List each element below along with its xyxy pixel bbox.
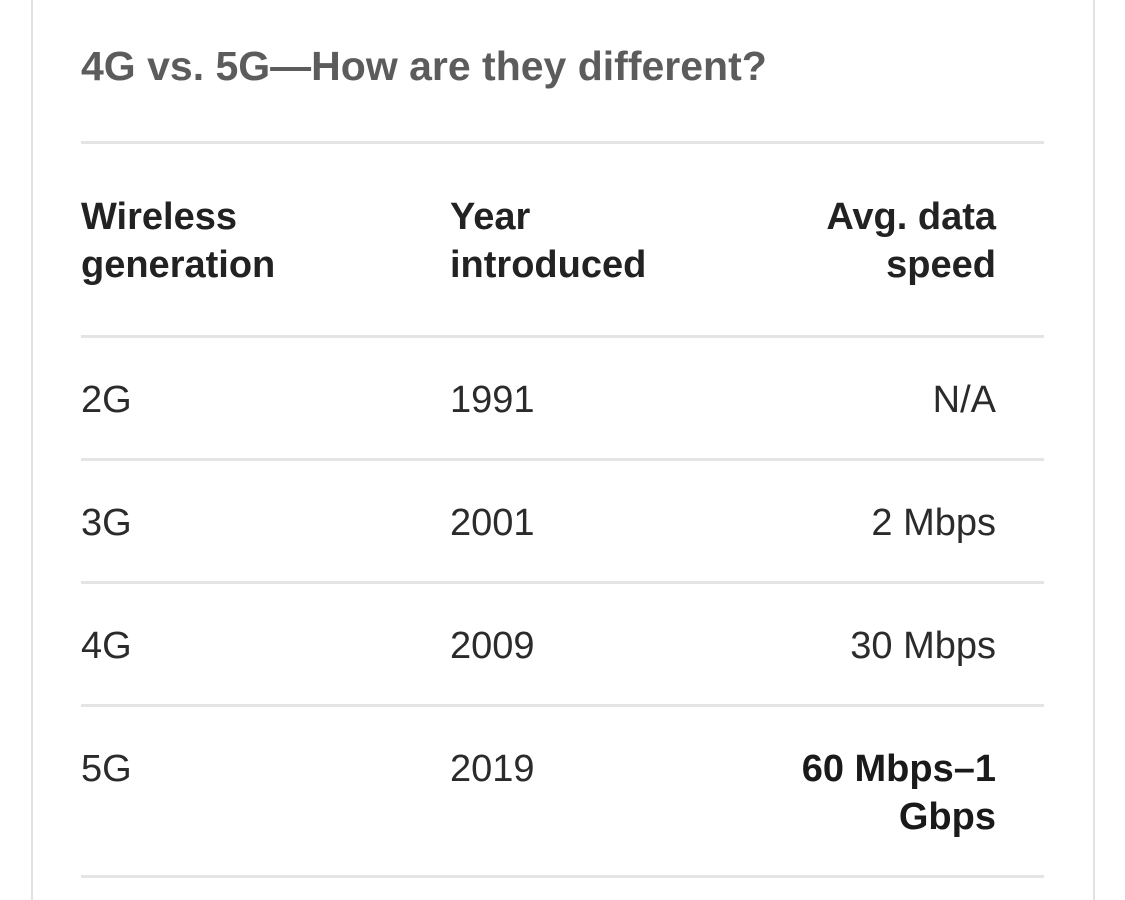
row-divider xyxy=(81,704,1044,707)
row-3g-speed: 2 Mbps xyxy=(871,502,996,544)
row-4g-speed: 30 Mbps xyxy=(850,625,996,667)
content-frame xyxy=(31,0,1095,900)
header-line: generation xyxy=(81,244,276,286)
row-5g-generation: 5G xyxy=(81,748,132,790)
row-3g-generation: 3G xyxy=(81,502,132,544)
row-2g-speed: N/A xyxy=(932,379,996,421)
header-line: speed xyxy=(886,244,996,286)
row-divider xyxy=(81,581,1044,584)
header-divider xyxy=(81,335,1044,338)
speed-line: 60 Mbps–1 xyxy=(801,748,996,790)
row-4g-generation: 4G xyxy=(81,625,132,667)
row-divider xyxy=(81,458,1044,461)
speed-line: Gbps xyxy=(898,796,996,838)
header-year-introduced: Year introduced xyxy=(450,193,646,289)
header-line: Avg. data xyxy=(826,196,996,238)
row-2g-year: 1991 xyxy=(450,379,535,421)
header-avg-data-speed: Avg. data speed xyxy=(826,193,996,289)
row-5g-year: 2019 xyxy=(450,748,535,790)
title-divider xyxy=(81,141,1044,144)
row-2g-generation: 2G xyxy=(81,379,132,421)
page-title: 4G vs. 5G—How are they different? xyxy=(81,43,767,89)
header-line: Year xyxy=(450,196,531,238)
row-3g-year: 2001 xyxy=(450,502,535,544)
row-5g-speed: 60 Mbps–1 Gbps xyxy=(802,745,996,841)
header-wireless-generation: Wireless generation xyxy=(81,193,275,289)
table-bottom-divider xyxy=(81,875,1044,878)
header-line: introduced xyxy=(450,244,647,286)
header-line: Wireless xyxy=(81,196,237,238)
row-4g-year: 2009 xyxy=(450,625,535,667)
